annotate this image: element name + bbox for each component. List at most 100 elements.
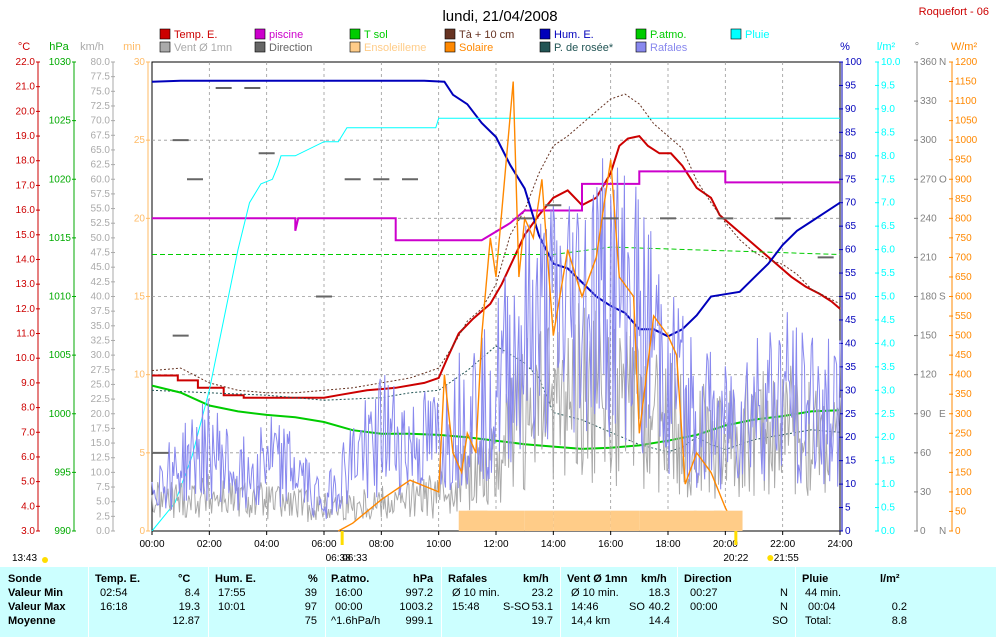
- summary-header-rafales-unit: km/h: [523, 573, 549, 585]
- summary-vent-min-val: 18.3: [648, 587, 670, 599]
- tick-label-temp_c: 4.0: [21, 501, 35, 512]
- tick-label-temp_c: 6.0: [21, 452, 35, 463]
- tick-label-rain_lm2: 4.5: [881, 315, 895, 326]
- tick-label-speed_kmh: 60.0: [91, 174, 111, 185]
- series-line-solaire: [337, 81, 738, 532]
- legend-swatch: [730, 28, 742, 40]
- x-tick-label: 24:00: [827, 539, 852, 550]
- tick-label-direction_deg: 60: [920, 448, 932, 459]
- tick-label-temp_c: 16.0: [16, 205, 36, 216]
- tick-label-speed_kmh: 20.0: [91, 409, 111, 420]
- series-line-tsol: [152, 246, 841, 255]
- summary-header-hum: Hum. E.: [215, 573, 256, 585]
- axis-unit-sun_min: min: [123, 41, 141, 53]
- tick-label-hum_pct: 75: [845, 174, 857, 185]
- legend: Temp. E. piscine T sol Tà + 10 cm Hum. E. P.a…: [159, 28, 769, 54]
- tick-label-solar_wm2: 1100: [955, 96, 977, 107]
- tick-label-pressure_hpa: 1005: [49, 350, 72, 361]
- tick-label-temp_c: 8.0: [21, 403, 35, 414]
- tick-label-pressure_hpa: 1015: [49, 233, 72, 244]
- tick-label-hum_pct: 35: [845, 362, 857, 373]
- tick-label-speed_kmh: 27.5: [91, 365, 111, 376]
- tick-label-rain_lm2: 5.5: [881, 268, 895, 279]
- legend-label: P. de rosée*: [554, 42, 614, 54]
- tick-label-speed_kmh: 7.5: [96, 482, 110, 493]
- tick-label-rain_lm2: 9.5: [881, 80, 895, 91]
- tick-label-temp_c: 17.0: [16, 180, 36, 191]
- axis-unit-speed_kmh: km/h: [80, 41, 104, 53]
- legend-label: Hum. E.: [554, 29, 594, 41]
- tick-label-hum_pct: 0: [845, 526, 851, 537]
- tick-label-speed_kmh: 15.0: [91, 438, 111, 449]
- tick-label-solar_wm2: 1200: [955, 57, 978, 68]
- summary-raf-min-val: 23.2: [531, 587, 553, 599]
- tick-label-sun_min: 30: [134, 57, 146, 68]
- sunshine-bar: [524, 510, 554, 531]
- summary-table: Sonde Valeur Min Valeur Max Moyenne Temp…: [0, 567, 996, 637]
- tick-label-temp_c: 18.0: [16, 156, 36, 167]
- tick-label-solar_wm2: 800: [955, 213, 972, 224]
- sunshine-bar: [496, 510, 525, 531]
- tick-label-hum_pct: 55: [845, 268, 857, 279]
- tick-label-temp_c: 22.0: [16, 57, 36, 68]
- summary-dir-min-val: N: [780, 587, 788, 599]
- tick-label-temp_c: 10.0: [16, 353, 36, 364]
- summary-hum-min-time: 17:55: [218, 587, 246, 599]
- tick-label-solar_wm2: 900: [955, 174, 972, 185]
- summary-header-vent-unit: km/h: [641, 573, 667, 585]
- legend-swatch: [159, 28, 171, 40]
- tick-label-sun_min: 25: [134, 135, 146, 146]
- tick-label-solar_wm2: 0: [955, 526, 961, 537]
- tick-label-direction_deg: 240: [920, 213, 937, 224]
- compass-label: S: [939, 292, 946, 303]
- tick-label-pressure_hpa: 1020: [49, 174, 72, 185]
- series-line-pluie: [151, 117, 840, 532]
- x-tick-label: 16:00: [598, 539, 623, 550]
- summary-hum-avg-val: 75: [304, 615, 317, 627]
- summary-patm-min-time: 16:00: [335, 587, 363, 599]
- legend-swatch: [159, 41, 171, 53]
- legend-label: Rafales: [650, 42, 688, 54]
- axes: 3.0 4.0 5.0 6.0 7.0 8.0 9.0 10.0 11.0 12.0 13.0 14.…: [16, 57, 978, 537]
- tick-label-temp_c: 19.0: [16, 131, 36, 142]
- sunrise-label: 06:38: [326, 553, 351, 564]
- series-line-rosee: [151, 345, 841, 453]
- tick-label-rain_lm2: 3.5: [881, 362, 895, 373]
- tick-label-temp_c: 9.0: [21, 378, 35, 389]
- tick-label-solar_wm2: 500: [955, 331, 972, 342]
- tick-label-hum_pct: 5: [845, 503, 851, 514]
- tick-label-pressure_hpa: 1025: [49, 116, 72, 127]
- tick-label-temp_c: 12.0: [16, 304, 36, 315]
- legend-swatch: [539, 28, 551, 40]
- summary-hum-min-val: 39: [304, 587, 317, 599]
- summary-dir-min-time: 00:27: [690, 587, 718, 599]
- tick-label-speed_kmh: 40.0: [91, 292, 111, 303]
- tick-label-hum_pct: 45: [845, 315, 857, 326]
- tick-label-pressure_hpa: 1030: [49, 57, 72, 68]
- legend-label: piscine: [269, 29, 303, 41]
- tick-label-speed_kmh: 0.0: [96, 526, 110, 537]
- tick-label-pressure_hpa: 995: [54, 467, 71, 478]
- summary-rain-duration: 44 min.: [805, 587, 842, 599]
- tick-label-rain_lm2: 10.0: [881, 57, 901, 68]
- summary-header-temp: Temp. E.: [95, 573, 141, 585]
- tick-label-direction_deg: 210: [920, 252, 937, 263]
- tick-label-solar_wm2: 50: [955, 506, 967, 517]
- summary-header-pluie-unit: l/m²: [880, 573, 900, 585]
- tick-label-rain_lm2: 7.5: [881, 174, 895, 185]
- tick-label-temp_c: 21.0: [16, 82, 36, 93]
- start-time-label: 13:43: [12, 553, 37, 564]
- axis-unit-pressure_hpa: hPa: [49, 41, 69, 53]
- tick-label-direction_deg: 300: [920, 135, 937, 146]
- legend-swatch: [254, 41, 266, 53]
- tick-label-temp_c: 20.0: [16, 106, 36, 117]
- legend-label: T sol: [364, 29, 388, 41]
- sunset-label: 20:22: [723, 553, 748, 564]
- tick-label-solar_wm2: 250: [955, 428, 972, 439]
- tick-label-rain_lm2: 1.5: [881, 456, 895, 467]
- tick-label-speed_kmh: 72.5: [91, 101, 111, 112]
- tick-label-solar_wm2: 100: [955, 487, 972, 498]
- tick-label-speed_kmh: 35.0: [91, 321, 111, 332]
- x-axis: 00:00 02:00 04:00 06:00 08:00 10:00 12:00 14:00…: [139, 531, 853, 550]
- tick-label-hum_pct: 40: [845, 338, 857, 349]
